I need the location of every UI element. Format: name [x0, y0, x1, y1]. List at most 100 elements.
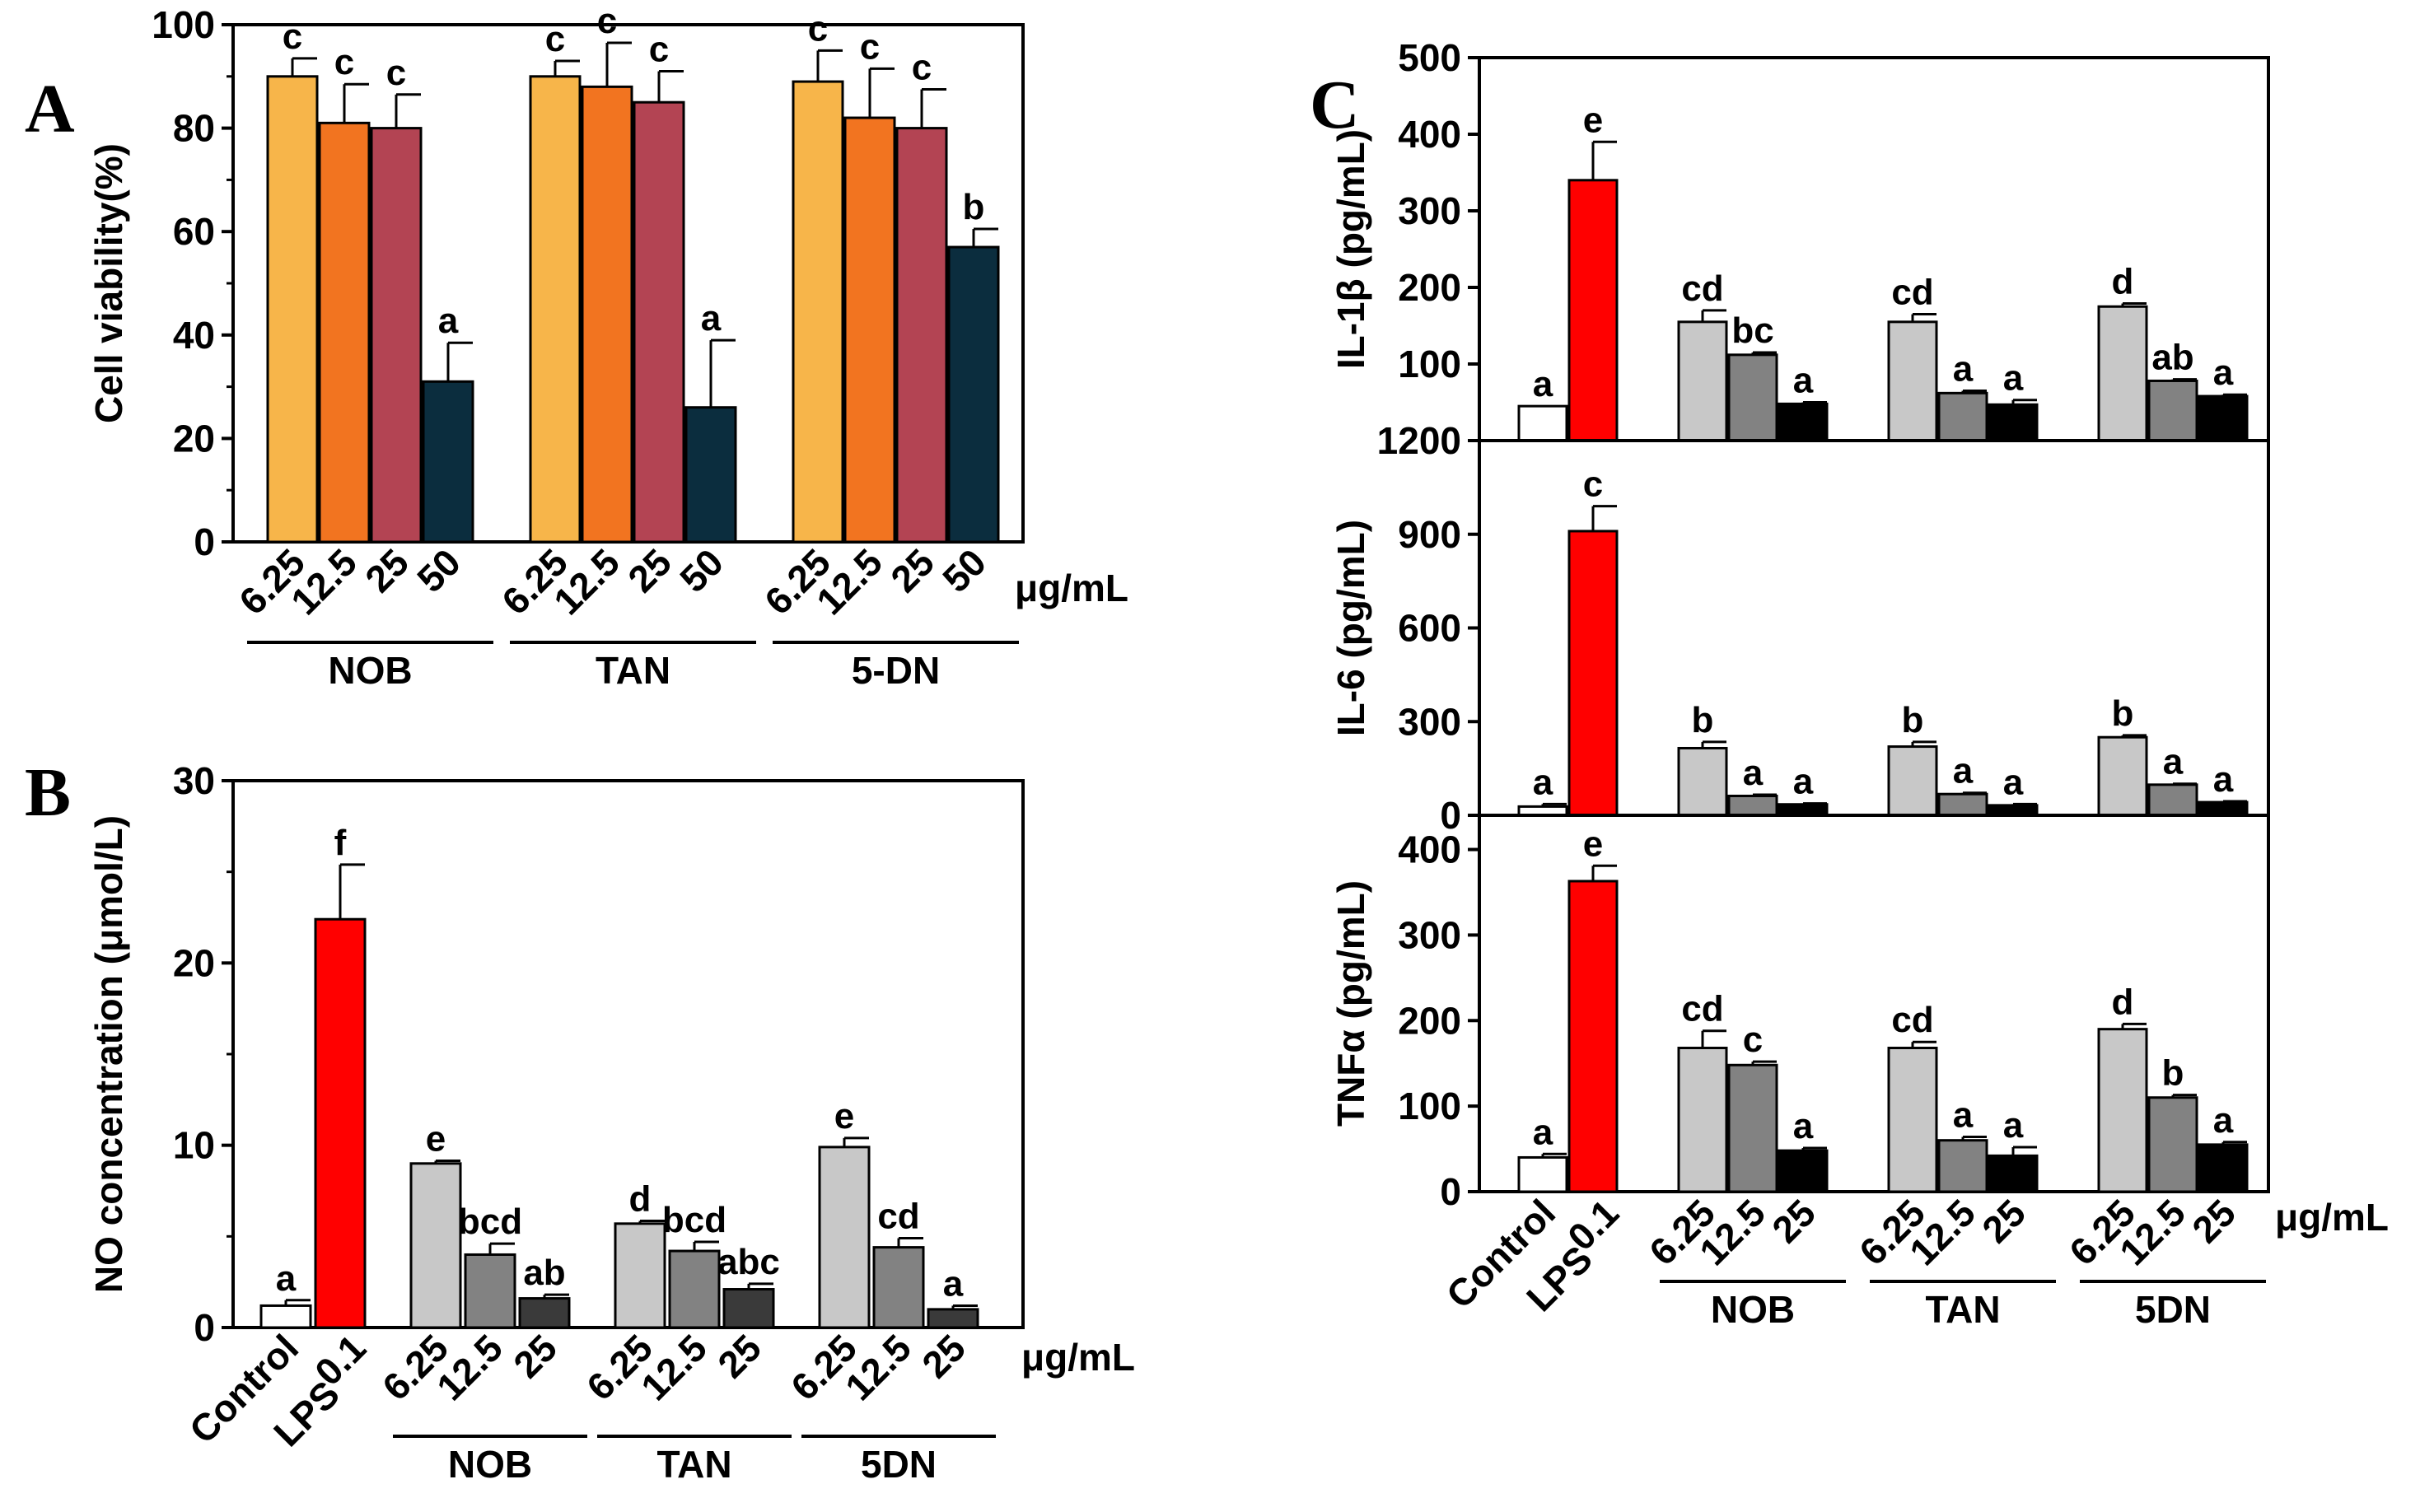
significance-label: bcd — [458, 1202, 522, 1242]
y-tick-label: 0 — [194, 1306, 215, 1349]
significance-label: a — [438, 301, 459, 341]
y-tick-label: 80 — [173, 107, 215, 150]
significance-label: c — [912, 48, 932, 88]
bar — [314, 917, 367, 1329]
significance-label: b — [1902, 700, 1924, 740]
y-tick-label: 60 — [173, 210, 215, 253]
group-label: NOB — [448, 1443, 532, 1486]
significance-label: cd — [1681, 268, 1723, 309]
panel-letter-a: A — [25, 71, 75, 147]
bar — [2147, 783, 2198, 817]
bar — [2097, 1028, 2148, 1193]
y-tick-label: 400 — [1398, 828, 1461, 871]
bar — [1887, 320, 1938, 442]
bar — [1677, 1047, 1728, 1193]
group-label: TAN — [656, 1443, 731, 1486]
y-tick-label: 100 — [1398, 1085, 1461, 1127]
significance-label: e — [834, 1096, 854, 1136]
significance-label: a — [1533, 364, 1553, 404]
significance-label: a — [701, 298, 722, 338]
significance-label: b — [2162, 1053, 2184, 1094]
bar — [1517, 1155, 1568, 1193]
significance-label: a — [276, 1258, 297, 1299]
category-label: 12.5 — [428, 1326, 511, 1408]
y-tick-label: 100 — [152, 3, 215, 46]
significance-label: a — [1793, 762, 1814, 802]
significance-label: a — [1533, 762, 1553, 802]
significance-label: c — [545, 19, 565, 59]
bar — [2198, 394, 2249, 442]
y-tick-label: 100 — [1398, 343, 1461, 385]
significance-label: d — [629, 1179, 652, 1220]
category-label: 50 — [671, 540, 731, 600]
unit-label-a: μg/mL — [1015, 567, 1128, 609]
significance-label: f — [334, 823, 347, 863]
bar — [2097, 305, 2148, 442]
unit-label-c: μg/mL — [2275, 1196, 2389, 1239]
bar — [722, 1288, 775, 1329]
bar — [1727, 794, 1778, 817]
x-axis-labels-c: Control0.1LPS6.2512.525NOB6.2512.525TAN6… — [1438, 1191, 2389, 1331]
category-label: 12.5 — [837, 1326, 919, 1408]
significance-label: c — [808, 8, 828, 49]
y-tick-label: 20 — [173, 417, 215, 460]
significance-label: d — [2112, 262, 2134, 302]
group-label: NOB — [328, 649, 412, 692]
significance-label: ab — [2151, 338, 2193, 378]
y-axis-label: NO concentration (μmol/L) — [87, 815, 130, 1293]
bar — [1567, 179, 1619, 442]
significance-label: b — [1692, 700, 1714, 740]
bar — [1517, 404, 1568, 442]
bar — [1887, 1047, 1938, 1193]
group-label: 5DN — [861, 1443, 937, 1486]
bar — [818, 1146, 871, 1329]
significance-label: c — [649, 30, 669, 70]
bar — [318, 121, 371, 544]
significance-label: a — [2163, 742, 2184, 782]
y-tick-label: 0 — [194, 520, 215, 563]
bar — [947, 245, 1000, 544]
bar — [668, 1249, 721, 1329]
bar — [1567, 530, 1619, 817]
bar — [518, 1297, 571, 1329]
significance-label: a — [1953, 751, 1974, 791]
significance-label: d — [2112, 982, 2134, 1022]
x-axis-labels-a: 6.2512.52550NOB6.2512.52550TAN6.2512.525… — [231, 540, 1128, 692]
x-axis-labels-b: Control 0.1LPS6.2512.525NOB6.2512.525TAN6… — [181, 1326, 1135, 1486]
y-tick-label: 1200 — [1377, 419, 1461, 462]
bar — [1937, 391, 1988, 442]
significance-label: c — [283, 16, 302, 57]
bar — [2198, 800, 2249, 817]
significance-label: a — [1533, 1112, 1553, 1152]
significance-label: a — [1953, 1095, 1974, 1136]
significance-label: c — [597, 1, 617, 41]
y-tick-label: 0 — [1440, 1170, 1461, 1213]
bar — [895, 127, 948, 544]
y-tick-label: 500 — [1398, 36, 1461, 79]
significance-label: ab — [523, 1253, 565, 1293]
category-label: 25 — [1974, 1191, 2034, 1251]
bar — [1677, 320, 1728, 442]
panel-letter-b: B — [25, 754, 71, 831]
y-tick-label: 300 — [1398, 700, 1461, 743]
bar — [1937, 1139, 1988, 1193]
significance-label: a — [1743, 753, 1764, 793]
significance-label: e — [1583, 100, 1603, 140]
significance-label: cd — [1891, 1000, 1933, 1040]
unit-label-b: μg/mL — [1021, 1336, 1135, 1379]
significance-label: c — [334, 42, 354, 82]
panel-letter-c: C — [1310, 67, 1360, 143]
group-label: 5DN — [2135, 1288, 2211, 1331]
y-tick-label: 200 — [1398, 999, 1461, 1042]
significance-label: cd — [1891, 273, 1933, 313]
category-label: 25 — [913, 1326, 974, 1386]
bar — [843, 116, 896, 544]
category-label: 12.5 — [633, 1326, 715, 1408]
y-tick-label: 400 — [1398, 113, 1461, 156]
significance-label: e — [426, 1118, 446, 1159]
bar — [1567, 880, 1619, 1193]
bar — [2198, 1143, 2249, 1193]
y-axis-label: Cell viability(%) — [87, 143, 130, 423]
